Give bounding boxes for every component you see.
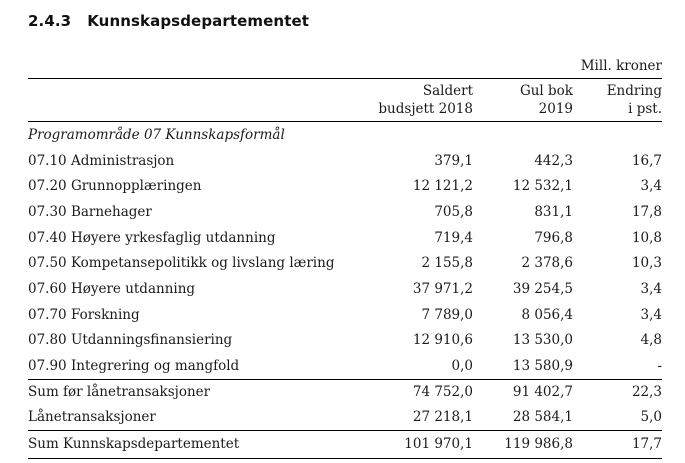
unit-label: Mill. kroner xyxy=(580,58,662,74)
table-row: 07.60 Høyere utdanning 37 971,2 39 254,5… xyxy=(28,276,662,302)
cell-gul-bok-2019: 13 580,9 xyxy=(512,358,573,375)
row-label: 07.60 Høyere utdanning xyxy=(28,280,196,297)
cell-gul-bok-2019: 13 530,0 xyxy=(512,332,573,349)
header-endring-line2: i pst. xyxy=(628,101,662,117)
cell-endring-pst: 22,3 xyxy=(573,378,662,405)
program-area-label: Programområde 07 Kunnskapsformål xyxy=(28,126,285,143)
header-endring-line1: Endring xyxy=(606,83,662,99)
cell-endring-pst: 17,8 xyxy=(631,203,662,220)
header-cell-empty xyxy=(28,78,339,122)
header-saldert-line2: budsjett 2018 xyxy=(378,101,473,117)
row-label: 07.70 Forskning xyxy=(28,306,140,323)
table-body: Programområde 07 Kunnskapsformål 07.10 A… xyxy=(28,122,662,459)
table-row: 07.20 Grunnopplæringen 12 121,2 12 532,1… xyxy=(28,173,662,199)
cell-gul-bok-2019: 39 254,5 xyxy=(512,280,573,297)
cell-saldert-2018: 12 910,6 xyxy=(412,332,473,349)
header-row: Saldert budsjett 2018 Gul bok 2019 Endri… xyxy=(28,78,662,122)
table-row-total: Sum Kunnskapsdepartementet 101 970,1 119… xyxy=(28,429,662,459)
cell-endring-pst: 16,7 xyxy=(631,152,662,169)
header-cell-endring-pst: Endring i pst. xyxy=(573,78,662,122)
section-title: Kunnskapsdepartementet xyxy=(87,12,310,30)
cell-saldert-2018: 37 971,2 xyxy=(412,280,473,297)
row-label: 07.10 Administrasjon xyxy=(28,152,175,169)
cell-saldert-2018: 101 970,1 xyxy=(339,429,473,459)
table-row: 07.90 Integrering og mangfold 0,0 13 580… xyxy=(28,353,662,379)
cell-saldert-2018: 12 121,2 xyxy=(412,178,473,195)
cell-saldert-2018: 27 218,1 xyxy=(412,409,473,426)
cell-endring-pst: 10,8 xyxy=(631,229,662,246)
cell-saldert-2018: 2 155,8 xyxy=(421,255,473,272)
section-number: 2.4.3 xyxy=(28,12,72,30)
table-row: 07.80 Utdanningsfinansiering 12 910,6 13… xyxy=(28,328,662,354)
header-cell-saldert-budsjett-2018: Saldert budsjett 2018 xyxy=(339,78,473,122)
header-gulbok-line1: Gul bok xyxy=(519,83,573,99)
cell-gul-bok-2019: 8 056,4 xyxy=(521,306,573,323)
cell-gul-bok-2019: 796,8 xyxy=(534,229,573,246)
row-label: 07.20 Grunnopplæringen xyxy=(28,178,202,195)
cell-endring-pst: 10,3 xyxy=(631,255,662,272)
table-row-loans: Lånetransaksjoner 27 218,1 28 584,1 5,0 xyxy=(28,405,662,431)
table-row: 07.40 Høyere yrkesfaglig utdanning 719,4… xyxy=(28,225,662,251)
cell-gul-bok-2019: 119 986,8 xyxy=(473,429,573,459)
row-label: Sum før lånetransaksjoner xyxy=(28,378,339,405)
table-row-sum-before-loans: Sum før lånetransaksjoner 74 752,0 91 40… xyxy=(28,378,662,405)
row-label: 07.90 Integrering og mangfold xyxy=(28,358,240,375)
budget-table: Saldert budsjett 2018 Gul bok 2019 Endri… xyxy=(28,78,662,459)
cell-endring-pst: 3,4 xyxy=(640,306,662,323)
header-gulbok-line2: 2019 xyxy=(538,101,573,117)
cell-endring-pst: 17,7 xyxy=(573,429,662,459)
cell-saldert-2018: 719,4 xyxy=(434,229,473,246)
cell-gul-bok-2019: 2 378,6 xyxy=(521,255,573,272)
row-label: 07.40 Høyere yrkesfaglig utdanning xyxy=(28,229,276,246)
row-label: Lånetransaksjoner xyxy=(28,409,156,426)
row-label: Sum Kunnskapsdepartementet xyxy=(28,429,339,459)
cell-gul-bok-2019: 91 402,7 xyxy=(473,378,573,405)
cell-saldert-2018: 0,0 xyxy=(451,358,473,375)
table-row-program-area: Programområde 07 Kunnskapsformål xyxy=(28,122,662,148)
cell-endring-pst: 3,4 xyxy=(640,178,662,195)
cell-endring-pst: 3,4 xyxy=(640,280,662,297)
cell-gul-bok-2019: 12 532,1 xyxy=(512,178,573,195)
table-row: 07.30 Barnehager 705,8 831,1 17,8 xyxy=(28,199,662,225)
table-row: 07.10 Administrasjon 379,1 442,3 16,7 xyxy=(28,148,662,174)
cell-endring-pst: 5,0 xyxy=(640,409,662,426)
cell-gul-bok-2019: 442,3 xyxy=(534,152,573,169)
table-row: 07.50 Kompetansepolitikk og livslang lær… xyxy=(28,250,662,276)
table-header: Saldert budsjett 2018 Gul bok 2019 Endri… xyxy=(28,78,662,122)
cell-saldert-2018: 705,8 xyxy=(434,203,473,220)
table-row: 07.70 Forskning 7 789,0 8 056,4 3,4 xyxy=(28,302,662,328)
cell-endring-pst: - xyxy=(657,358,662,375)
section-heading: 2.4.3 Kunnskapsdepartementet xyxy=(28,12,309,30)
header-saldert-line1: Saldert xyxy=(422,83,473,99)
cell-saldert-2018: 379,1 xyxy=(434,152,473,169)
cell-saldert-2018: 74 752,0 xyxy=(339,378,473,405)
row-label: 07.50 Kompetansepolitikk og livslang lær… xyxy=(28,255,335,272)
cell-saldert-2018: 7 789,0 xyxy=(421,306,473,323)
row-label: 07.30 Barnehager xyxy=(28,203,152,220)
cell-gul-bok-2019: 831,1 xyxy=(534,203,573,220)
header-cell-gul-bok-2019: Gul bok 2019 xyxy=(473,78,573,122)
cell-endring-pst: 4,8 xyxy=(640,332,662,349)
row-label: 07.80 Utdanningsfinansiering xyxy=(28,332,233,349)
cell-gul-bok-2019: 28 584,1 xyxy=(512,409,573,426)
